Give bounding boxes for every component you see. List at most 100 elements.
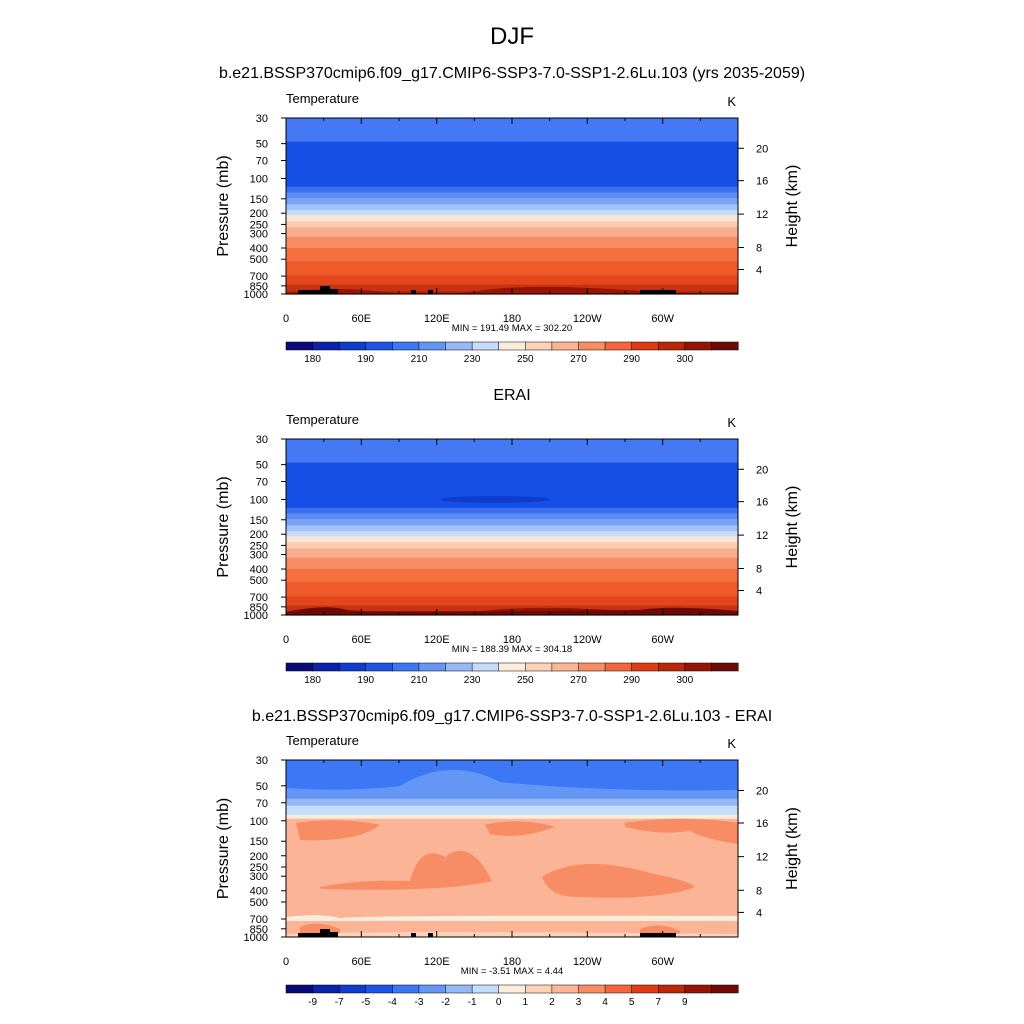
contour-band bbox=[286, 439, 738, 457]
contour-band bbox=[296, 820, 380, 841]
y-right-tick-label: 16 bbox=[756, 176, 768, 188]
y-right-tick-label: 8 bbox=[756, 564, 762, 576]
y-tick-label: 150 bbox=[250, 836, 268, 848]
contour-band bbox=[286, 455, 738, 464]
colorbar-swatch bbox=[392, 341, 420, 351]
y-tick-label: 100 bbox=[250, 816, 268, 828]
min-max-label: MIN = -3.51 MAX = 4.44 bbox=[461, 966, 563, 977]
colorbar-swatch bbox=[498, 984, 526, 994]
y-right-tick-label: 16 bbox=[756, 497, 768, 509]
y-tick-label: 1000 bbox=[244, 610, 268, 622]
y-tick-label: 50 bbox=[256, 460, 268, 472]
colorbar-swatch bbox=[445, 662, 473, 672]
y-tick-label: 100 bbox=[250, 173, 268, 185]
colorbar-label: 1 bbox=[523, 997, 529, 1008]
colorbar-label: 4 bbox=[602, 997, 608, 1008]
colorbar-label: -4 bbox=[388, 997, 397, 1008]
colorbar-label: 3 bbox=[576, 997, 582, 1008]
colorbar-swatch bbox=[312, 662, 340, 672]
contour-band bbox=[286, 557, 738, 570]
colorbar-swatch bbox=[525, 984, 553, 994]
colorbar-label: 7 bbox=[655, 997, 661, 1008]
contour-band bbox=[286, 569, 738, 583]
y-right-tick-label: 20 bbox=[756, 464, 768, 476]
y-right-tick-label: 12 bbox=[756, 209, 768, 221]
y-tick-label: 400 bbox=[250, 886, 268, 898]
y-right-tick-label: 8 bbox=[756, 885, 762, 897]
contour-band bbox=[286, 248, 738, 262]
colorbar-swatch bbox=[285, 341, 314, 351]
contour-band bbox=[286, 221, 738, 228]
colorbar-swatch bbox=[684, 662, 712, 672]
contour-band bbox=[286, 582, 738, 597]
contour-band bbox=[286, 513, 738, 520]
x-tick-label: 180 bbox=[503, 956, 521, 968]
colorbar-label: 5 bbox=[629, 997, 635, 1008]
colorbar-swatch bbox=[498, 341, 526, 351]
colorbar-swatch bbox=[711, 662, 739, 672]
contour-band bbox=[286, 275, 738, 286]
y-tick-label: 850 bbox=[250, 924, 268, 936]
y-right-tick-label: 4 bbox=[756, 907, 762, 919]
y-right-tick-label: 4 bbox=[756, 586, 762, 598]
y-tick-label: 850 bbox=[250, 281, 268, 293]
colorbar-swatch bbox=[365, 662, 393, 672]
colorbar-swatch bbox=[551, 984, 580, 994]
colorbar-label: -1 bbox=[468, 997, 477, 1008]
colorbar-label: 270 bbox=[570, 675, 587, 686]
y-axis-label: Pressure (mb) bbox=[215, 155, 232, 256]
colorbar-label: 230 bbox=[464, 354, 481, 365]
x-tick-label: 120E bbox=[424, 313, 450, 325]
variable-label: Temperature bbox=[286, 91, 359, 106]
colorbar-swatch bbox=[418, 662, 447, 672]
x-tick-label: 60E bbox=[352, 634, 372, 646]
colorbar-swatch bbox=[657, 984, 686, 994]
colorbar-swatch bbox=[471, 341, 500, 351]
x-tick-label: 120E bbox=[424, 634, 450, 646]
colorbar-swatch bbox=[418, 984, 447, 994]
colorbar-label: -3 bbox=[414, 997, 423, 1008]
y-right-axis-label: Height (km) bbox=[784, 807, 801, 890]
panel-title: ERAI bbox=[493, 387, 530, 404]
y-right-tick-label: 8 bbox=[756, 243, 762, 255]
topography-mask bbox=[320, 286, 330, 294]
min-max-label: MIN = 188.39 MAX = 304.18 bbox=[452, 644, 572, 655]
colorbar-label: 290 bbox=[623, 675, 640, 686]
colorbar-label: 290 bbox=[623, 354, 640, 365]
y-tick-label: 150 bbox=[250, 515, 268, 527]
x-tick-label: 0 bbox=[283, 634, 289, 646]
y-tick-label: 400 bbox=[250, 564, 268, 576]
topography-mask bbox=[411, 933, 416, 937]
contour-band bbox=[286, 519, 738, 527]
y-tick-label: 700 bbox=[250, 592, 268, 604]
contour-band bbox=[286, 542, 738, 549]
colorbar-swatch bbox=[392, 984, 420, 994]
colorbar-swatch bbox=[578, 984, 606, 994]
y-tick-label: 200 bbox=[250, 529, 268, 541]
y-axis-label: Pressure (mb) bbox=[215, 798, 232, 899]
y-tick-label: 1000 bbox=[244, 932, 268, 944]
contour-band bbox=[286, 198, 738, 206]
topography-mask bbox=[428, 933, 433, 937]
colorbar-swatch bbox=[525, 662, 553, 672]
y-tick-label: 300 bbox=[250, 871, 268, 883]
y-tick-label: 150 bbox=[250, 194, 268, 206]
colorbar-label: 190 bbox=[357, 675, 374, 686]
y-right-tick-label: 12 bbox=[756, 530, 768, 542]
colorbar-swatch bbox=[604, 984, 633, 994]
colorbar-swatch bbox=[445, 341, 473, 351]
x-tick-label: 120W bbox=[573, 634, 602, 646]
contour-band bbox=[320, 850, 492, 890]
y-tick-label: 30 bbox=[256, 434, 268, 446]
y-tick-label: 50 bbox=[256, 781, 268, 793]
colorbar-label: 2 bbox=[549, 997, 555, 1008]
colorbar-label: 230 bbox=[464, 675, 481, 686]
topography-mask bbox=[640, 290, 676, 294]
colorbar-swatch bbox=[631, 984, 659, 994]
topography-mask bbox=[320, 929, 330, 937]
topography-mask bbox=[428, 290, 433, 294]
colorbar-swatch bbox=[418, 341, 447, 351]
y-right-axis-label: Height (km) bbox=[784, 486, 801, 569]
colorbar-swatch bbox=[551, 662, 580, 672]
topography-mask bbox=[411, 290, 416, 294]
